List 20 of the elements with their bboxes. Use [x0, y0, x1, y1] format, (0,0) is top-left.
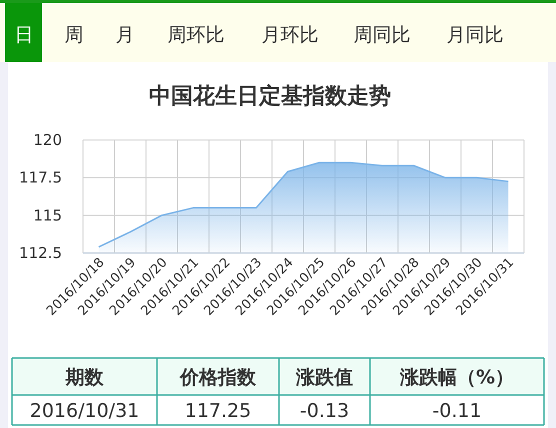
text: 涨跌幅（%）: [398, 366, 514, 388]
y-tick-label: 120: [33, 131, 62, 149]
text: 2016/10/31: [30, 400, 140, 422]
text: -0.11: [432, 400, 482, 422]
text: 价格指数: [179, 366, 257, 388]
text: 月: [116, 24, 134, 46]
text: 日: [14, 24, 34, 46]
y-tick-label: 117.5: [19, 168, 62, 187]
text: 周环比: [168, 24, 224, 46]
y-tick-label: 115: [33, 206, 62, 224]
text: 期数: [64, 366, 104, 388]
y-tick-label: 112.5: [19, 244, 62, 262]
text: 周同比: [354, 24, 410, 46]
text: 周: [64, 24, 84, 46]
text: 月同比: [446, 24, 504, 46]
text: 涨跌值: [295, 366, 353, 388]
text: -0.13: [300, 400, 350, 422]
text: 117.25: [184, 400, 252, 422]
text: 月环比: [262, 24, 318, 46]
chart-title: 中国花生日定基指数走势: [149, 83, 391, 109]
